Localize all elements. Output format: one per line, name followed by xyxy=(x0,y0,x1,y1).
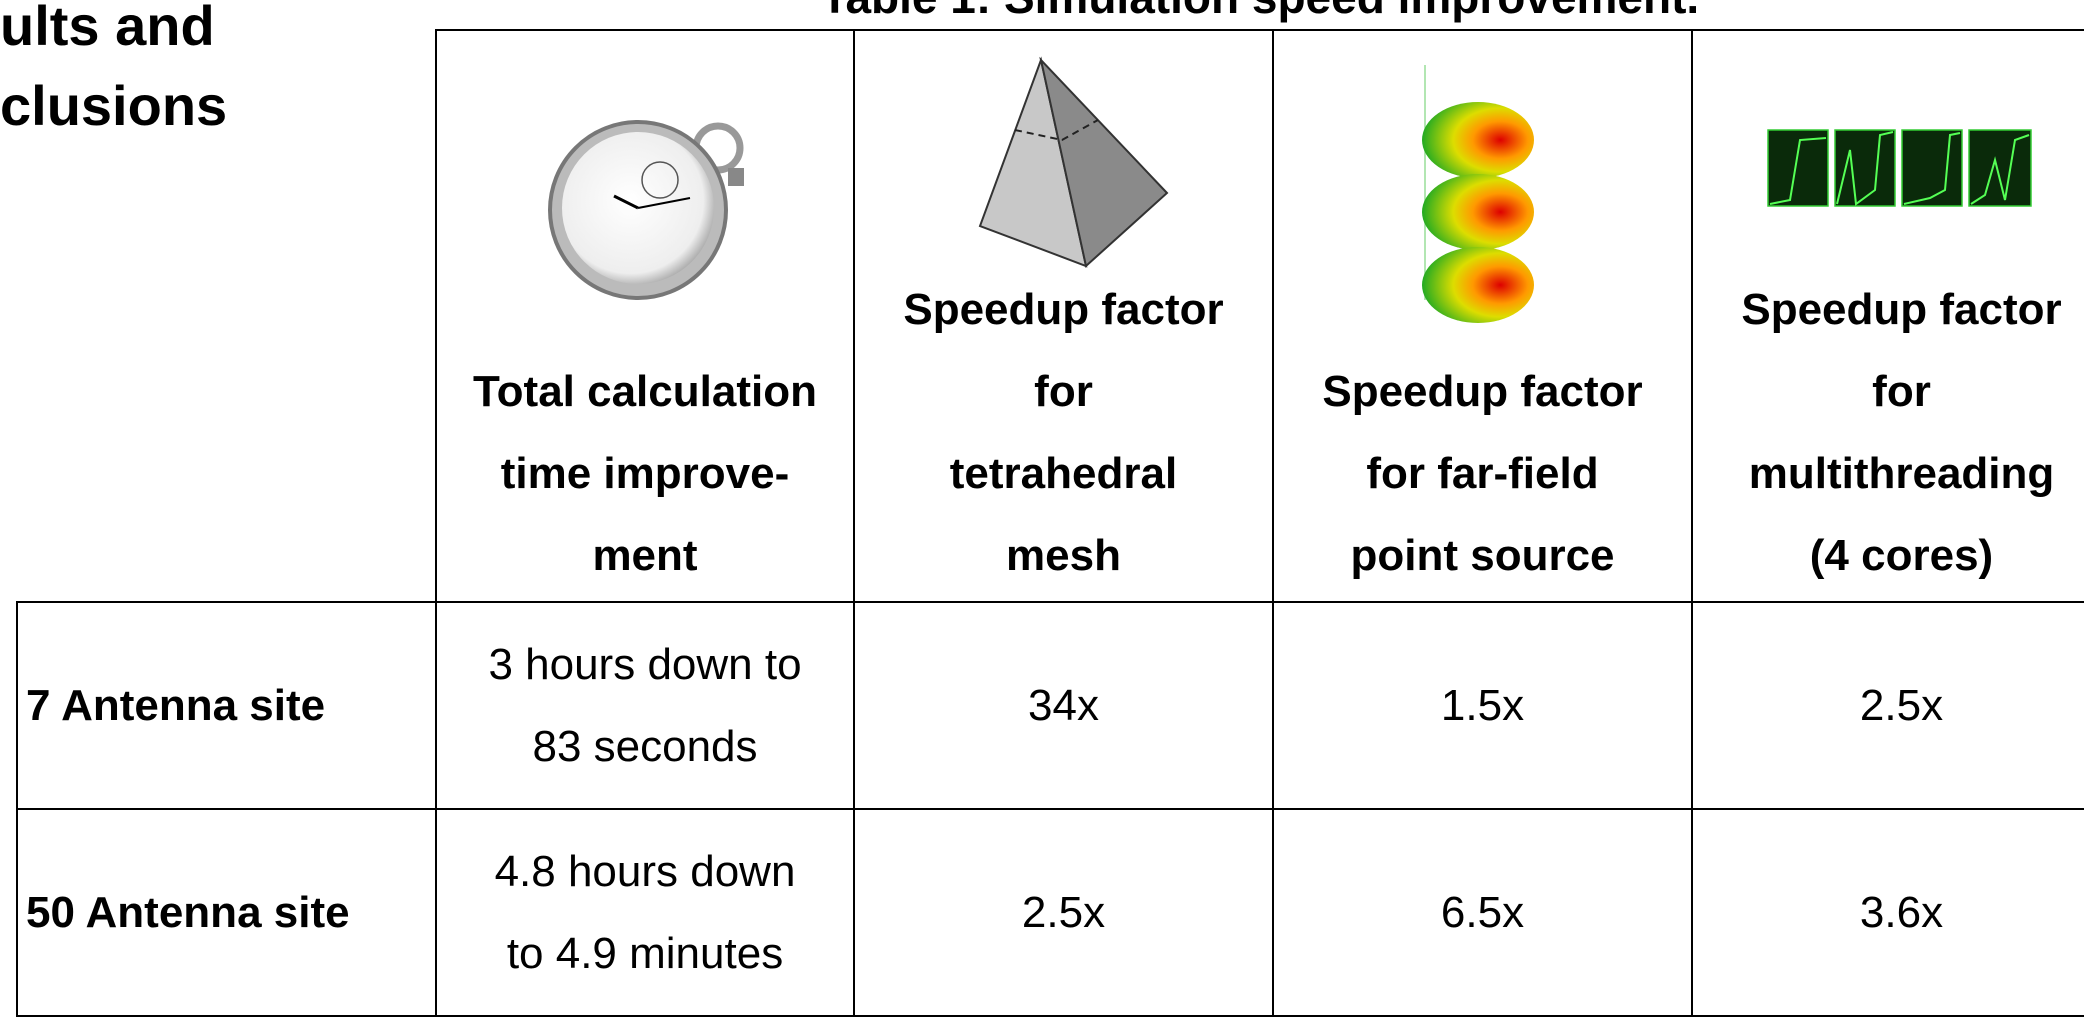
page: {"section_heading": ["ults and", "clusio… xyxy=(0,0,2084,986)
cell-line: 2.5x xyxy=(1022,872,1105,954)
cell-line: 2.5x xyxy=(1860,665,1943,747)
cell-line: 83 seconds xyxy=(532,706,757,788)
cell-line: 4.8 hours down xyxy=(495,831,796,913)
cpu-graph-icon xyxy=(1768,130,2031,206)
cell-line: 34x xyxy=(1028,665,1099,747)
header-images xyxy=(0,0,2084,601)
radiation-lobes-icon xyxy=(1422,65,1534,323)
table-cell: 2.5x xyxy=(1691,601,2084,810)
cell-line: 3.6x xyxy=(1860,872,1943,954)
cell-line: to 4.9 minutes xyxy=(507,913,783,995)
tetrahedron-icon xyxy=(980,60,1167,266)
row-label: 7 Antenna site xyxy=(16,601,437,810)
cell-line: 6.5x xyxy=(1441,872,1524,954)
cell-line: 1.5x xyxy=(1441,665,1524,747)
stopwatch-icon xyxy=(550,122,744,298)
table-cell: 34x xyxy=(853,601,1274,810)
table-cell: 1.5x xyxy=(1272,601,1693,810)
cell-line: 3 hours down to xyxy=(488,624,801,706)
